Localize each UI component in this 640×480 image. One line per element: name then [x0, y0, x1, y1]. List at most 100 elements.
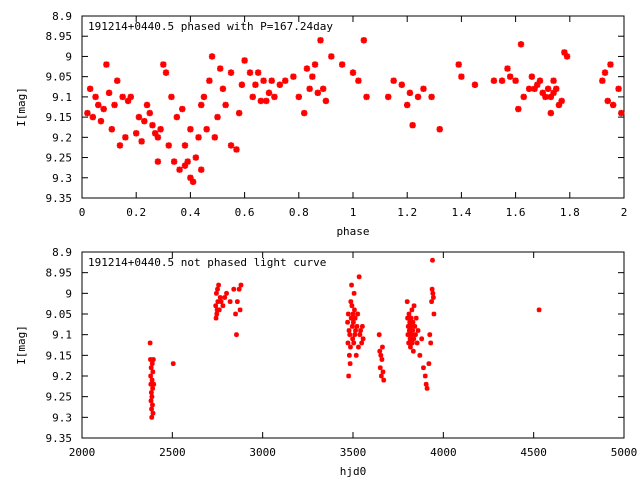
y-tick-label: 8.9	[52, 10, 72, 23]
phased-x-axis-label: phase	[336, 225, 369, 238]
y-tick-label: 8.95	[46, 30, 73, 43]
data-point	[157, 126, 164, 133]
unphased-x-axis-label: hjd0	[340, 465, 367, 478]
data-point	[547, 109, 555, 117]
x-tick-label: 3000	[249, 446, 276, 459]
unphased-light-curve-panel: 2000 2500 3000 3500 4000 4500 5000 8.9 8.95 9 9.05…	[15, 246, 637, 478]
data-point	[233, 146, 240, 153]
data-point	[550, 77, 557, 84]
data-point	[116, 142, 124, 149]
data-point	[276, 81, 284, 88]
data-point	[520, 93, 527, 101]
data-point	[246, 69, 254, 76]
data-point	[234, 299, 240, 304]
data-point	[377, 348, 383, 354]
phased-plot-frame	[81, 15, 625, 199]
data-point	[411, 336, 417, 342]
x-tick-label: 1.4	[451, 206, 471, 219]
data-point	[198, 166, 205, 173]
data-point	[345, 340, 351, 346]
data-point	[124, 97, 132, 105]
data-point	[345, 319, 350, 325]
data-point	[419, 336, 425, 342]
y-tick-label: 9.2	[52, 131, 72, 144]
data-point	[206, 77, 213, 84]
data-point	[406, 340, 412, 346]
data-point	[103, 61, 110, 68]
x-tick-label: 2	[621, 206, 628, 219]
data-point	[216, 307, 222, 313]
data-point	[385, 93, 392, 101]
data-point	[542, 93, 549, 101]
data-point	[216, 282, 221, 288]
data-point	[218, 299, 224, 304]
x-tick-label: 0.6	[235, 206, 255, 219]
data-point	[356, 274, 362, 280]
data-point	[406, 328, 412, 333]
data-point	[351, 340, 357, 346]
data-point	[405, 332, 411, 338]
x-tick-label: 1.8	[560, 206, 580, 219]
data-point	[458, 73, 465, 80]
data-point	[380, 344, 385, 350]
data-point	[176, 166, 183, 173]
data-point	[349, 324, 355, 329]
data-point	[241, 57, 248, 64]
data-point	[378, 352, 384, 358]
x-tick-label: 4000	[430, 446, 457, 459]
data-point	[351, 290, 357, 296]
data-point	[405, 324, 411, 329]
data-point	[471, 81, 479, 88]
data-point	[192, 154, 200, 161]
data-point	[417, 352, 423, 358]
data-point	[173, 113, 181, 121]
data-point	[203, 126, 210, 133]
data-point	[381, 377, 387, 383]
data-point	[105, 89, 113, 97]
data-point	[100, 105, 107, 113]
x-tick-label: 1.6	[506, 206, 526, 219]
y-tick-label: 9.35	[46, 432, 73, 445]
phased-light-curve-panel: 0 0.2 0.4 0.6 0.8 1 1.2 1.4 1.6 1.8 2 8.9 8.95 9 9.05 9…	[15, 10, 627, 238]
data-point	[237, 307, 243, 313]
data-point	[352, 315, 358, 321]
data-point	[119, 93, 126, 101]
data-point	[211, 134, 218, 141]
data-point	[338, 61, 346, 68]
data-point	[423, 381, 429, 387]
data-point	[214, 290, 219, 296]
data-point	[108, 126, 116, 133]
data-point	[436, 126, 443, 133]
data-point	[607, 61, 614, 68]
data-point	[328, 53, 335, 60]
data-point	[544, 85, 552, 92]
data-point	[346, 328, 352, 333]
data-point	[515, 105, 522, 113]
data-point	[295, 93, 302, 101]
data-point	[409, 122, 416, 129]
data-point	[160, 61, 167, 68]
data-point	[150, 386, 156, 391]
data-point	[231, 286, 237, 292]
data-point	[350, 336, 356, 342]
data-point	[414, 340, 420, 346]
data-point	[421, 365, 426, 371]
y-tick-label: 8.9	[52, 246, 72, 259]
data-point	[303, 65, 311, 72]
data-point	[349, 303, 355, 309]
data-point	[408, 315, 414, 321]
phased-y-axis-label: I[mag]	[15, 87, 28, 127]
unphased-axis-ticks: 2000 2500 3000 3500 4000 4500 5000 8.9 8.95 9 9.05…	[46, 246, 638, 459]
data-point	[149, 377, 155, 383]
data-point	[426, 361, 432, 366]
data-point	[353, 328, 358, 333]
data-point	[379, 357, 385, 362]
data-point	[410, 319, 416, 325]
data-point	[376, 332, 382, 338]
data-point	[322, 97, 330, 105]
x-tick-label: 1.2	[397, 206, 417, 219]
data-point	[84, 109, 91, 117]
data-point	[498, 77, 506, 84]
data-point	[151, 381, 157, 387]
data-point	[314, 89, 321, 97]
